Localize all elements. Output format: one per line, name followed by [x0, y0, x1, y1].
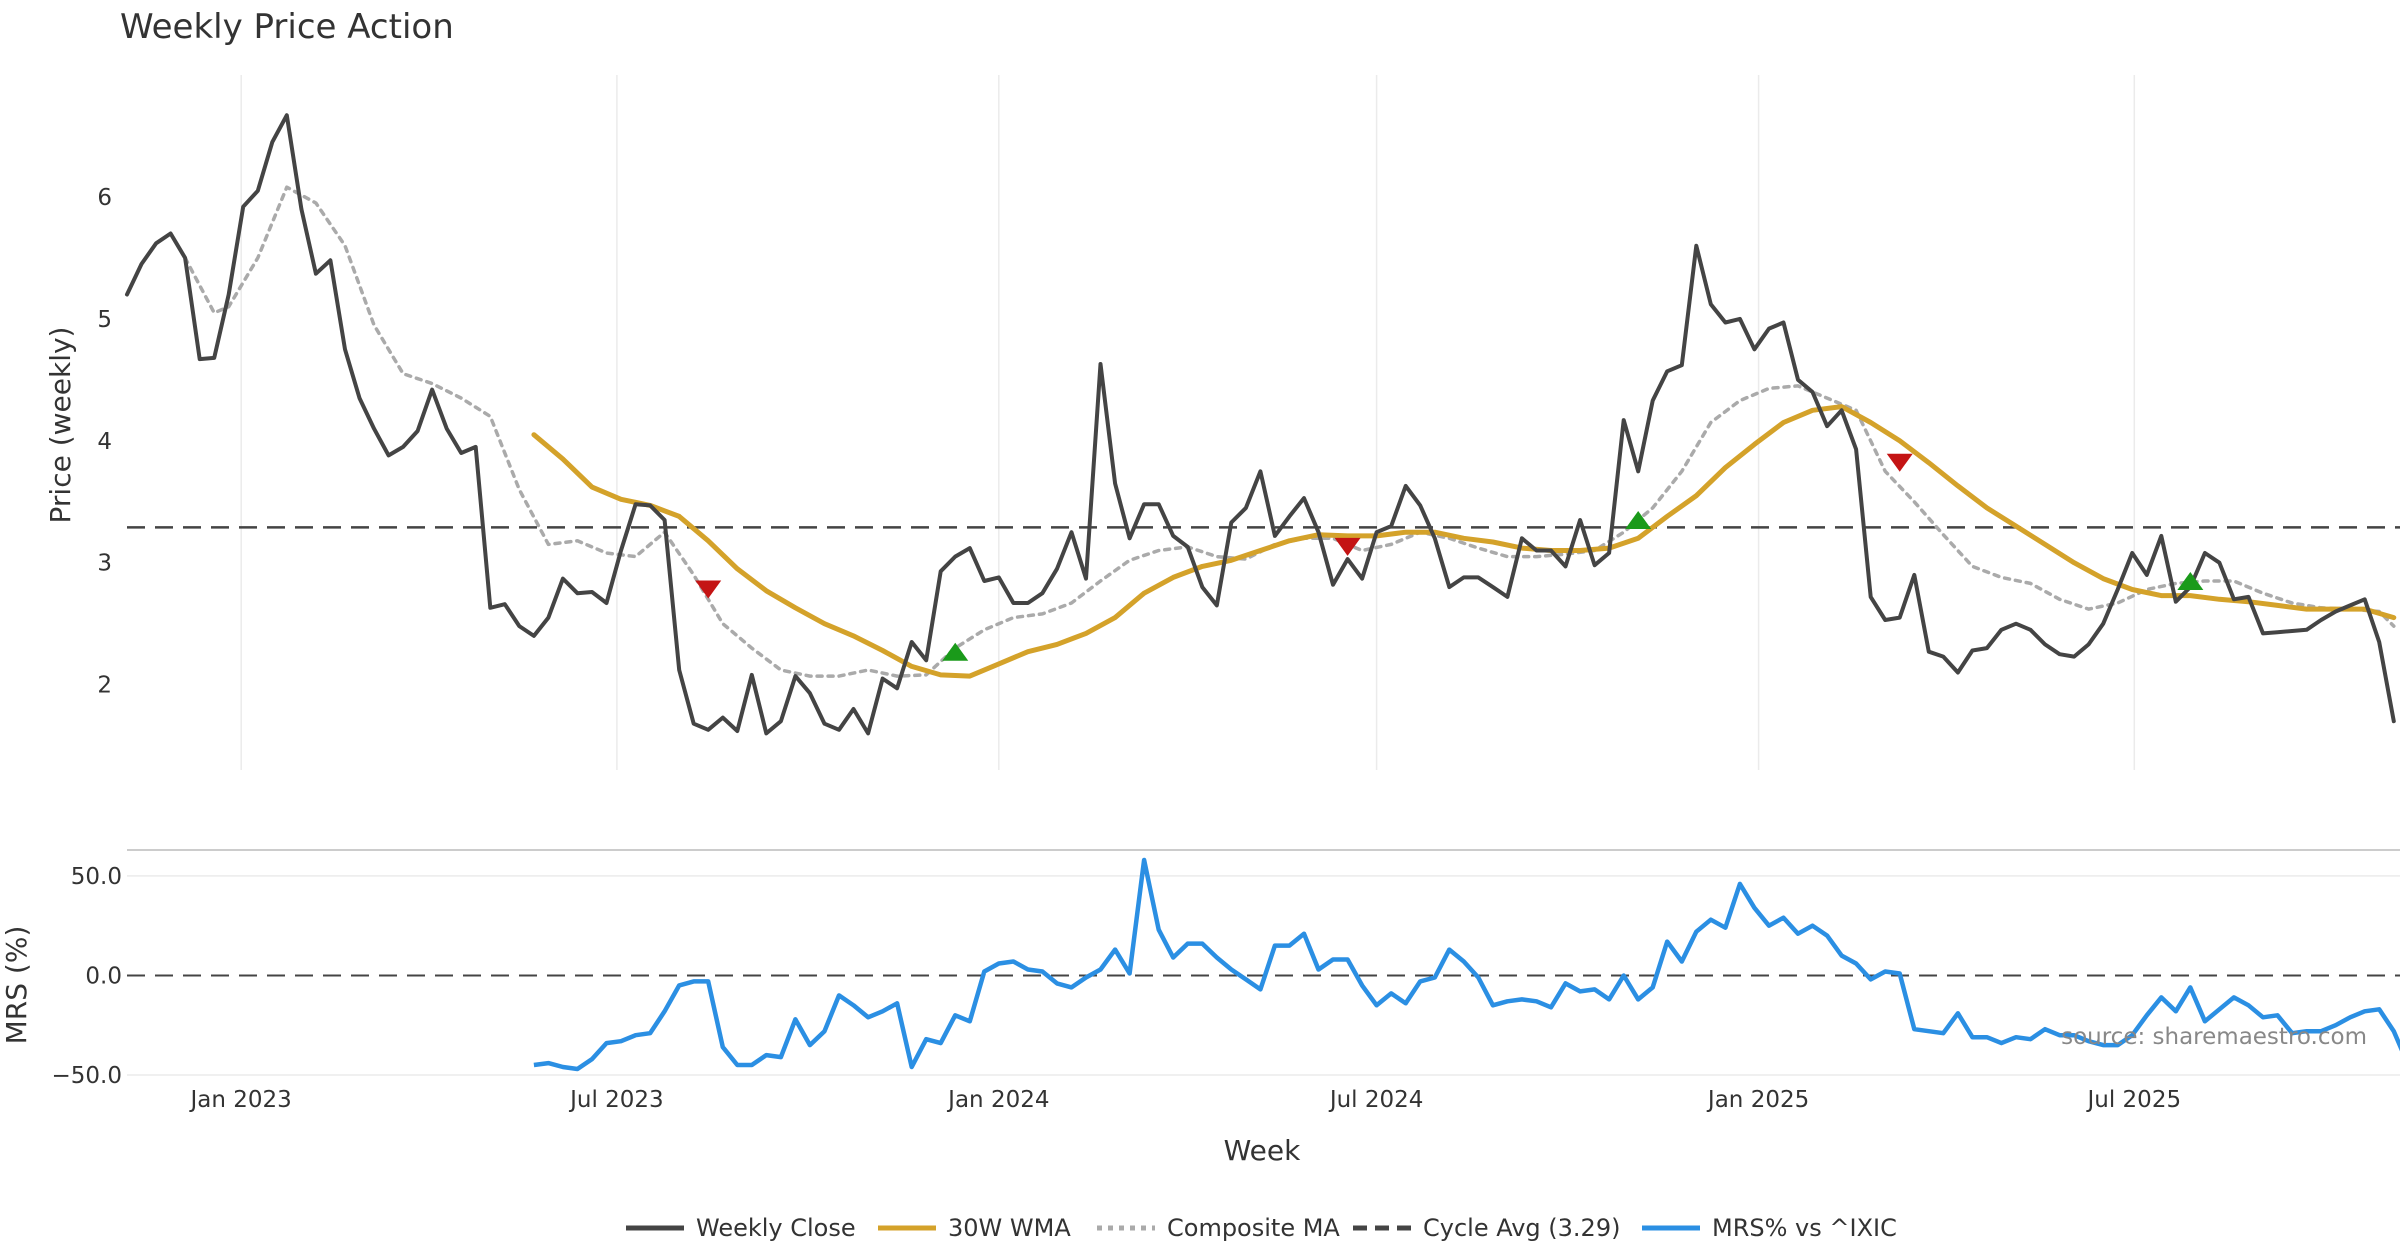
- legend-label: Cycle Avg (3.29): [1423, 1214, 1620, 1242]
- x-ticks: Jan 2023 Jul 2023 Jan 2024 Jul 2024 Jan 2025…: [189, 1087, 2182, 1113]
- legend-label: 30W WMA: [948, 1214, 1071, 1242]
- price-y-axis-label: Price (weekly): [44, 327, 77, 524]
- x-tick-label: Jul 2024: [1328, 1087, 1424, 1113]
- signal-markers: [695, 453, 2204, 661]
- mrs-y-ticks: 50.0 0.0 −50.0: [52, 864, 122, 1089]
- price-y-ticks: 2 3 4 5 6: [97, 185, 112, 699]
- series-weekly-close: [125, 113, 2396, 736]
- x-tick-label: Jul 2025: [2085, 1087, 2181, 1113]
- sell-signal-marker: [695, 580, 722, 599]
- price-y-tick-label: 2: [97, 673, 112, 699]
- mrs-y-axis-label: MRS (%): [0, 926, 33, 1045]
- mrs-grid: [127, 849, 2400, 1076]
- price-grid: [240, 75, 2136, 770]
- price-y-tick-label: 6: [97, 185, 112, 211]
- series-composite-ma: [183, 185, 2396, 678]
- x-tick-label: Jan 2023: [189, 1087, 292, 1113]
- legend-label: Weekly Close: [696, 1214, 856, 1242]
- mrs-y-tick-label: 0.0: [85, 963, 122, 989]
- buy-signal-marker: [942, 642, 969, 661]
- legend-item-composite-ma: Composite MA: [1097, 1214, 1340, 1242]
- legend-item-30w-wma: 30W WMA: [878, 1214, 1071, 1242]
- legend-item-weekly-close: Weekly Close: [626, 1214, 856, 1242]
- x-tick-label: Jan 2025: [1706, 1087, 1809, 1113]
- x-tick-label: Jan 2024: [946, 1087, 1049, 1113]
- source-note: source: sharemaestro.com: [2061, 1024, 2367, 1050]
- sell-signal-marker: [1334, 537, 1361, 556]
- buy-signal-marker: [1625, 511, 1652, 530]
- x-axis-label: Week: [1224, 1134, 1301, 1167]
- legend-label: Composite MA: [1167, 1214, 1340, 1242]
- legend-item-cycle-avg-3-29: Cycle Avg (3.29): [1353, 1214, 1620, 1242]
- legend: Weekly Close 30W WMA Composite MA Cycle Avg…: [626, 1214, 1897, 1242]
- series-30w-wma: [531, 404, 2397, 679]
- legend-label: MRS% vs ^IXIC: [1712, 1214, 1897, 1242]
- price-series: [125, 113, 2400, 736]
- price-y-tick-label: 4: [97, 429, 112, 455]
- price-y-tick-label: 5: [97, 307, 112, 333]
- legend-item-mrs-vs-ixic: MRS% vs ^IXIC: [1642, 1214, 1897, 1242]
- mrs-series: [533, 857, 2400, 1072]
- chart-title: Weekly Price Action: [120, 7, 454, 47]
- price-y-tick-label: 3: [97, 551, 112, 577]
- series-mrs-vs-ixic: [533, 857, 2400, 1072]
- buy-signal-marker: [2177, 572, 2204, 591]
- mrs-y-tick-label: 50.0: [71, 864, 122, 890]
- sell-signal-marker: [1886, 453, 1913, 472]
- x-tick-label: Jul 2023: [568, 1087, 664, 1113]
- mrs-y-tick-label: −50.0: [52, 1063, 122, 1089]
